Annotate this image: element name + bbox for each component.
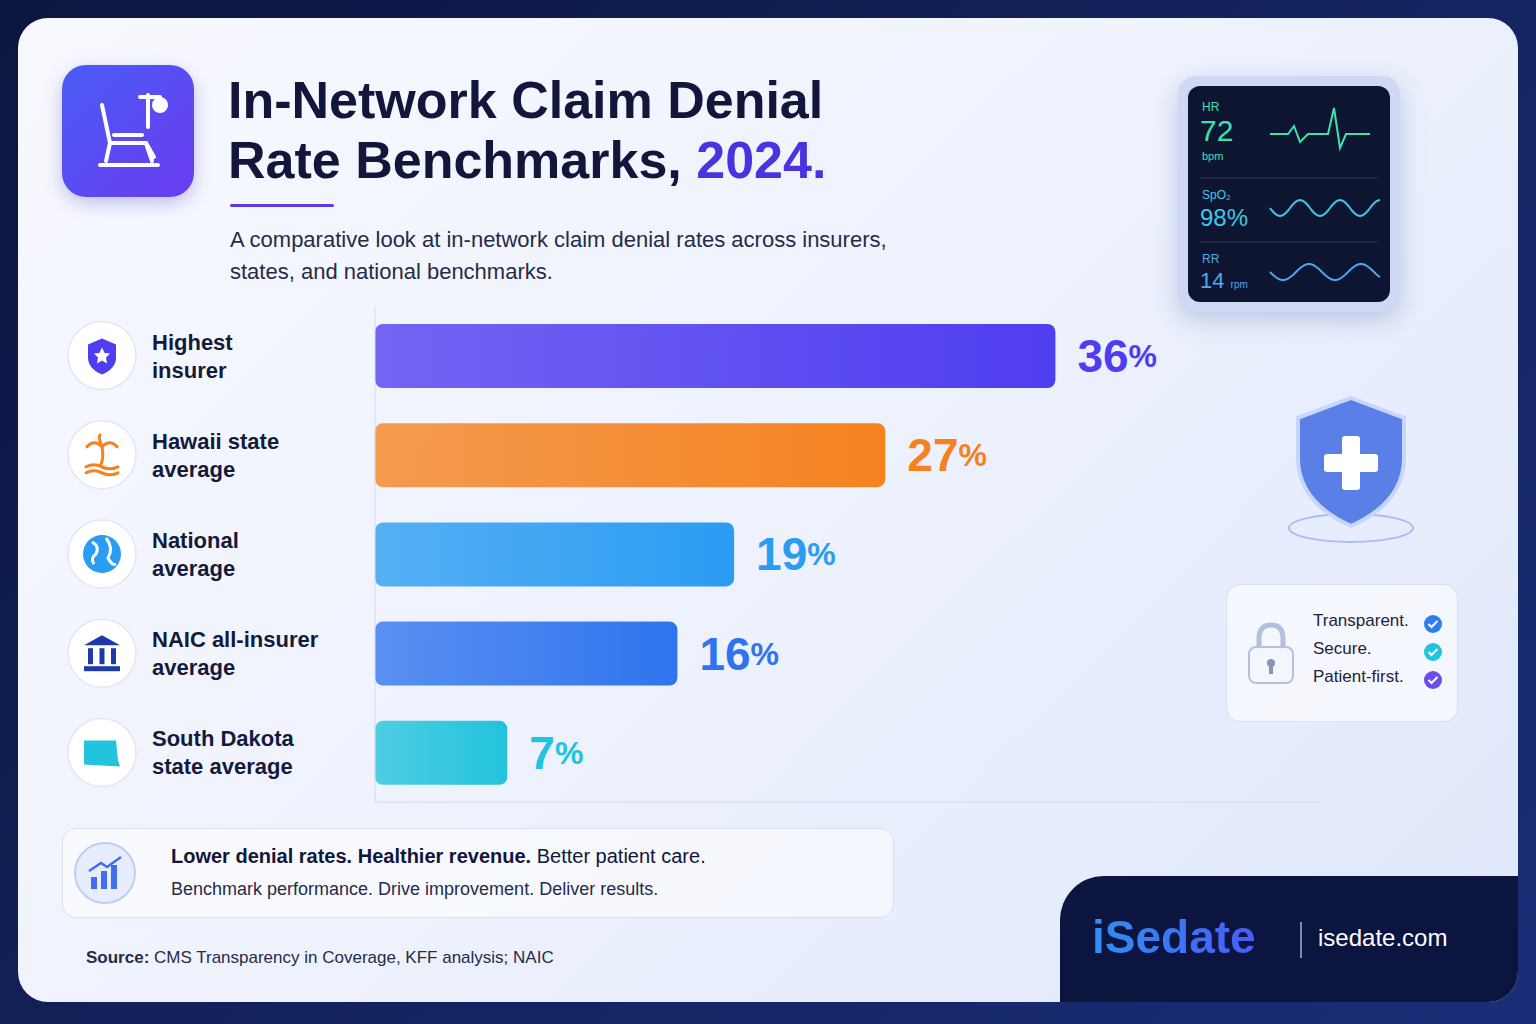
html-text:RR: RR: [1202, 252, 1220, 266]
html-text:Lower denial rates. Healthier: Lower denial rates. Healthier revenue. B…: [171, 845, 706, 867]
html-text:Patient-first.: Patient-first.: [1313, 667, 1404, 686]
svg-text:South Dakotastate average: South Dakotastate average: [152, 726, 295, 779]
html-text:iSedate: iSedate: [1092, 911, 1256, 963]
html-text:isedate.com: isedate.com: [1318, 924, 1448, 951]
html-text:Transparent.: Transparent.: [1313, 611, 1409, 630]
html-text:rpm: rpm: [1230, 279, 1248, 290]
html-text:bpm: bpm: [1202, 150, 1224, 162]
svg-text:36%: 36%: [1077, 330, 1157, 382]
html-text:In-Network Claim Denial: In-Network Claim Denial: [228, 71, 824, 129]
html-text:72: 72: [1200, 114, 1234, 147]
svg-text:Nationalaverage: Nationalaverage: [152, 528, 239, 581]
html-text:98%: 98%: [1200, 204, 1248, 231]
html-text:A comparative look at in-netwo: A comparative look at in-network claim d…: [230, 227, 887, 284]
svg-text:NAIC all-insureraverage: NAIC all-insureraverage: [152, 627, 319, 680]
svg-text:16%: 16%: [699, 628, 779, 680]
svg-text:19%: 19%: [756, 528, 836, 580]
html-text:Rate Benchmarks, 2024.: Rate Benchmarks, 2024.: [228, 131, 827, 189]
html-text:SpO₂: SpO₂: [1202, 188, 1231, 202]
svg-text:Hawaii stateaverage: Hawaii stateaverage: [152, 428, 279, 481]
html-text:Secure.: Secure.: [1313, 639, 1372, 658]
svg-text:27%: 27%: [907, 429, 987, 481]
html-text:14: 14: [1200, 268, 1225, 293]
html-text:Benchmark performance. Drive i: Benchmark performance. Drive improvement…: [171, 879, 659, 899]
html-text:HR: HR: [1202, 100, 1220, 114]
svg-text:7%: 7%: [529, 727, 583, 779]
svg-text:Highestinsurer: Highestinsurer: [152, 329, 233, 382]
html-text:Source: CMS Transparency in Co: Source: CMS Transparency in Coverage, KF…: [86, 948, 554, 967]
